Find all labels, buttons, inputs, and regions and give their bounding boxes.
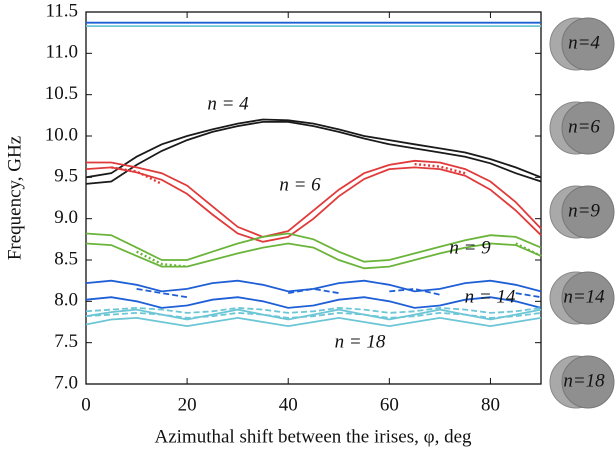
annotation: n = 6 <box>279 174 321 195</box>
series-line <box>85 296 542 309</box>
y-tick-label: 9.0 <box>54 207 78 228</box>
x-axis-label: Azimuthal shift between the irises, φ, d… <box>155 426 472 447</box>
x-tick-label: 60 <box>380 394 399 415</box>
iris-icon <box>561 355 615 409</box>
y-tick-label: 9.5 <box>54 166 78 187</box>
annotation: n = 14 <box>465 286 516 307</box>
x-tick-label: 40 <box>279 394 298 415</box>
x-tick-label: 20 <box>178 394 197 415</box>
series-line <box>85 311 542 319</box>
annotation: n = 4 <box>207 93 249 114</box>
series-line <box>85 166 542 243</box>
panel-label: n=6 <box>568 116 600 137</box>
series-line <box>85 121 542 185</box>
panel-label: n=14 <box>563 286 605 307</box>
iris-icon <box>561 271 615 325</box>
panel-label: n=4 <box>568 32 600 53</box>
y-tick-label: 7.5 <box>54 331 78 352</box>
series-line <box>136 242 542 268</box>
y-tick-label: 11.5 <box>45 0 78 21</box>
panel-label: n=9 <box>568 200 600 221</box>
panel-label: n=18 <box>563 370 605 391</box>
y-tick-label: 8.5 <box>54 248 78 269</box>
series-line <box>85 242 542 270</box>
y-axis-label: Frequency, GHz <box>4 136 25 260</box>
y-tick-label: 8.0 <box>54 290 78 311</box>
y-tick-label: 7.0 <box>54 372 78 393</box>
series-line <box>85 118 542 179</box>
annotation: n = 9 <box>449 237 491 258</box>
y-tick-label: 10.5 <box>45 83 78 104</box>
iris-icon <box>561 17 615 71</box>
iris-icon <box>561 185 615 239</box>
series-line <box>85 316 542 328</box>
plot-frame <box>85 11 542 385</box>
annotation: n = 18 <box>335 331 386 352</box>
series-line <box>85 306 542 314</box>
series-line <box>86 159 542 238</box>
series-line <box>85 232 542 263</box>
y-tick-label: 10.0 <box>45 124 78 145</box>
series-line <box>85 279 542 293</box>
x-tick-label: 80 <box>481 394 500 415</box>
x-tick-label: 0 <box>81 394 91 415</box>
iris-icon <box>561 101 615 155</box>
y-tick-label: 11.0 <box>45 42 78 63</box>
